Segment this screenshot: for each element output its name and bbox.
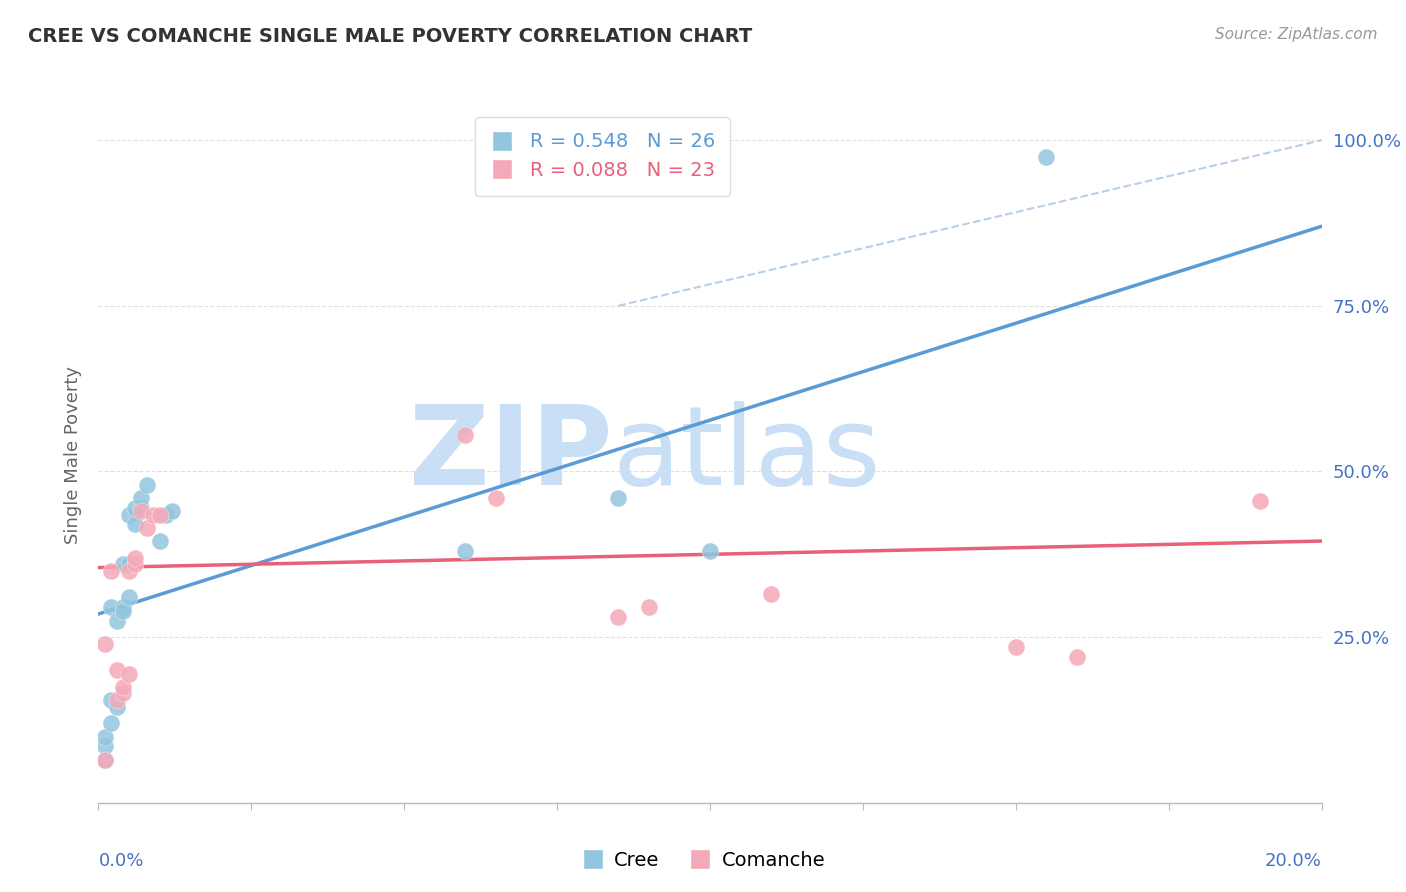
Legend: Cree, Comanche: Cree, Comanche (574, 843, 832, 878)
Point (111, 686, 134, 700)
Y-axis label: Single Male Poverty: Single Male Poverty (65, 366, 83, 544)
Point (129, 500, 152, 515)
Point (111, 604, 134, 618)
Point (149, 534, 172, 549)
Point (129, 491, 152, 505)
Point (485, 491, 508, 505)
Point (118, 591, 141, 605)
Point (149, 508, 172, 522)
Point (93, 739, 115, 754)
Point (1249, 494, 1271, 508)
Point (124, 558, 146, 572)
Point (111, 600, 134, 615)
Point (100, 716, 122, 731)
Point (118, 564, 141, 578)
Point (93, 637, 115, 651)
Point (454, 544, 477, 558)
Point (100, 693, 122, 707)
Point (118, 508, 141, 522)
Point (699, 544, 721, 558)
Point (607, 610, 630, 624)
Point (111, 558, 134, 572)
Point (105, 699, 128, 714)
Point (637, 600, 661, 615)
Text: 20.0%: 20.0% (1265, 852, 1322, 870)
Point (124, 517, 146, 532)
Text: ZIP: ZIP (409, 401, 612, 508)
Point (105, 614, 128, 628)
Point (454, 428, 477, 442)
Point (100, 600, 122, 615)
Point (124, 500, 146, 515)
Point (607, 491, 630, 505)
Point (124, 550, 146, 565)
Point (93, 730, 115, 744)
Point (136, 477, 159, 491)
Point (1066, 650, 1088, 665)
Point (1004, 640, 1026, 654)
Point (155, 508, 177, 522)
Point (100, 564, 122, 578)
Point (111, 680, 134, 694)
Point (118, 558, 141, 572)
Point (105, 693, 128, 707)
Point (129, 504, 152, 518)
Point (118, 666, 141, 681)
Legend: R = 0.548   N = 26, R = 0.088   N = 23: R = 0.548 N = 26, R = 0.088 N = 23 (475, 117, 730, 195)
Point (759, 587, 782, 601)
Point (105, 663, 128, 677)
Text: Source: ZipAtlas.com: Source: ZipAtlas.com (1215, 27, 1378, 42)
Point (1035, 150, 1057, 164)
Point (142, 508, 165, 522)
Point (160, 504, 183, 518)
Point (136, 521, 159, 535)
Text: CREE VS COMANCHE SINGLE MALE POVERTY CORRELATION CHART: CREE VS COMANCHE SINGLE MALE POVERTY COR… (28, 27, 752, 45)
Point (93, 753, 115, 767)
Text: 0.0%: 0.0% (98, 852, 143, 870)
Point (93, 753, 115, 767)
Text: atlas: atlas (612, 401, 880, 508)
